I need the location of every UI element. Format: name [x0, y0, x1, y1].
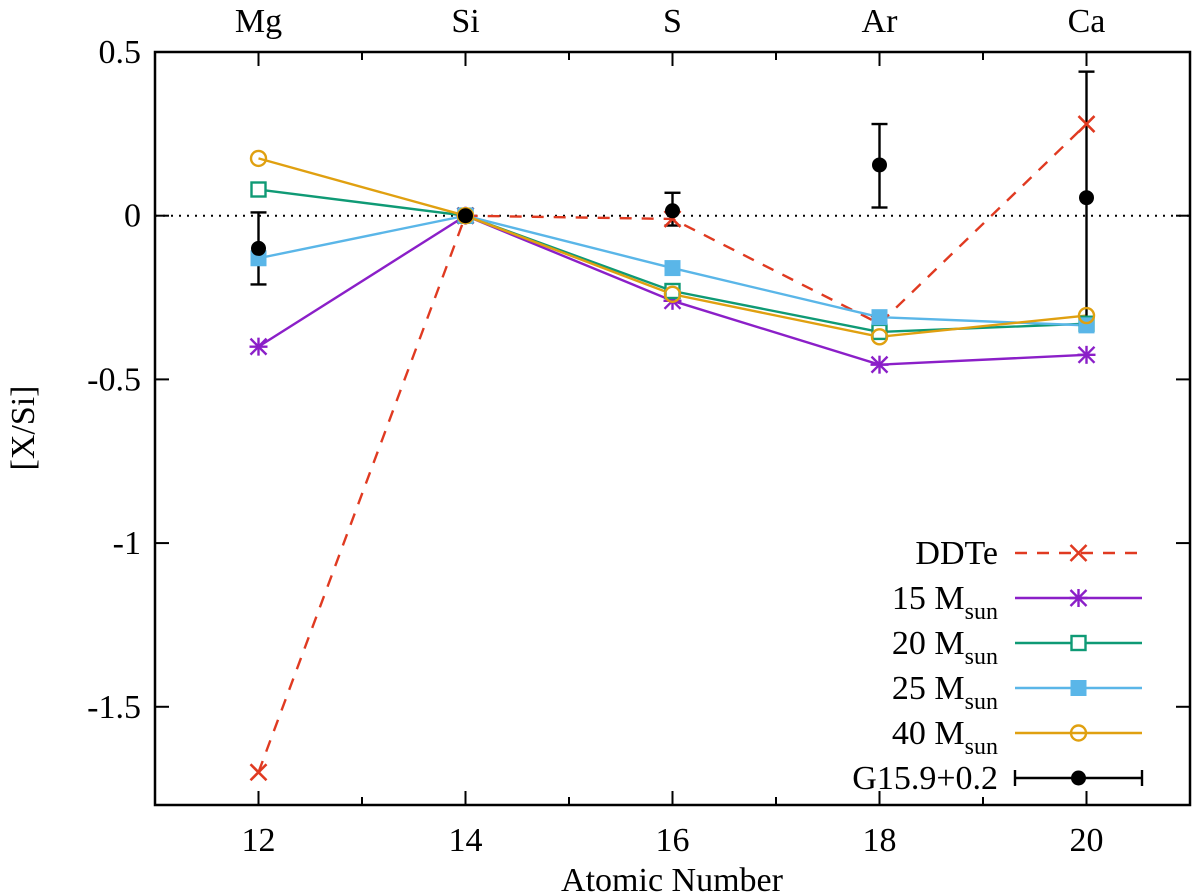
legend-40-msun-label-main: 40 M: [892, 715, 965, 752]
series-40-msun-point-shape: [870, 328, 889, 346]
x-tick-label: 20: [1070, 822, 1104, 859]
y-tick-label: 0.5: [99, 34, 142, 71]
series-ddte-point: [1077, 115, 1096, 133]
series-g15-9-0-2-point-shape: [251, 240, 266, 256]
legend-ddte-label-main: DDTe: [915, 535, 998, 572]
y-tick-label: 0: [124, 198, 141, 235]
legend-15-msun-label-sub: sun: [965, 599, 998, 625]
legend-ddte-sample-marker-stroke: [1069, 544, 1088, 562]
series-25-msun-point-shape: [664, 260, 681, 277]
top-element-label-si: Si: [451, 3, 479, 40]
series-ddte-point-stroke: [249, 763, 268, 782]
legend-25-msun-sample-marker-shape: [1070, 680, 1087, 696]
legend-25-msun-label-main: 25 M: [892, 670, 965, 707]
plot-frame: [153, 50, 1192, 807]
x-tick-label: 14: [449, 822, 483, 859]
series-15-msun-point: [1077, 345, 1096, 364]
legend-20-msun-entry: 20 Msun: [892, 625, 1142, 670]
series-40-msun-point-shape: [249, 149, 268, 168]
legend-15-msun-label: 15 Msun: [892, 580, 998, 625]
series-40-msun-line: [258, 157, 1087, 339]
series-40-msun-point: [1077, 306, 1096, 325]
x-tick-label: 16: [656, 822, 690, 859]
series-15-msun-point: [249, 337, 268, 356]
series-40-msun-point: [249, 149, 268, 168]
legend-25-msun-label-sub: sun: [965, 689, 998, 715]
legend-g15-9-0-2-label-main: G15.9+0.2: [852, 760, 998, 797]
top-element-label-mg: Mg: [235, 3, 282, 40]
y-tick-label: -0.5: [87, 361, 141, 398]
series-15-msun-point: [870, 355, 889, 374]
series-40-msun-point: [663, 285, 682, 303]
series-g15-9-0-2-point-shape: [458, 208, 473, 224]
series-g15-9-0-2-point: [1079, 190, 1094, 206]
legend-ddte-label: DDTe: [915, 535, 998, 572]
top-element-label-ca: Ca: [1068, 3, 1106, 40]
legend-ddte-sample-marker: [1069, 544, 1088, 562]
series-ddte-point-stroke: [1077, 115, 1096, 133]
legend-40-msun-label: 40 Msun: [892, 715, 998, 760]
legend-25-msun-sample-marker: [1070, 680, 1087, 696]
legend-20-msun-label: 20 Msun: [892, 625, 998, 670]
series-g15-9-0-2-point: [872, 157, 887, 173]
series-g15-9-0-2-point-shape: [665, 203, 680, 219]
legend-15-msun-label-main: 15 M: [892, 580, 965, 617]
x-axis-title: Atomic Number: [561, 862, 784, 895]
x-tick-label: 12: [242, 822, 276, 859]
y-tick-label: -1: [113, 525, 141, 562]
series-ddte-point: [249, 763, 268, 782]
series-g15-9-0-2-point: [665, 203, 680, 219]
legend-20-msun-label-sub: sun: [965, 644, 998, 670]
series-25-msun-point-shape: [871, 309, 888, 326]
legend-g15-9-0-2-label: G15.9+0.2: [852, 760, 998, 797]
legend-40-msun-entry: 40 Msun: [892, 715, 1142, 760]
legend-40-msun-sample-marker: [1069, 724, 1088, 742]
top-element-label-ar: Ar: [862, 3, 899, 40]
legend-g15-9-0-2-sample-marker-shape: [1071, 770, 1086, 786]
series-g15-9-0-2-point: [251, 240, 266, 256]
legend-15-msun-sample-marker: [1069, 589, 1088, 607]
series-20-msun-point: [250, 181, 267, 198]
series-20-msun-point-shape: [250, 181, 267, 198]
axis-ticks: [154, 51, 1191, 805]
legend-40-msun-sample-marker-shape: [1069, 724, 1088, 742]
series-40-msun-point: [870, 328, 889, 346]
series-g15-9-0-2-point-shape: [1079, 190, 1094, 206]
legend-ddte-entry: DDTe: [915, 535, 1142, 572]
y-tick-label: -1.5: [87, 689, 141, 726]
top-element-label-s: S: [663, 3, 682, 40]
series-g15-9-0-2-point: [458, 208, 473, 224]
x-tick-label: 18: [863, 822, 897, 859]
series-markers: [249, 115, 1096, 782]
legend-15-msun-entry: 15 Msun: [892, 580, 1142, 625]
legend-g15-9-0-2-entry: G15.9+0.2: [852, 760, 1144, 797]
series-g15-9-0-2-point-shape: [872, 157, 887, 173]
y-axis-title: [X/Si]: [5, 386, 42, 471]
legend-20-msun-label-main: 20 M: [892, 625, 965, 662]
tick-labels: 12 14 16 18 20 0.5 0 -0.5 -1 -1.5 Mg Si S Ar Ca: [87, 3, 1105, 859]
series-40-msun-point-shape: [1077, 306, 1096, 325]
legend-40-msun-label-sub: sun: [965, 734, 998, 760]
legend-25-msun-entry: 25 Msun: [892, 670, 1142, 715]
legend-25-msun-label: 25 Msun: [892, 670, 998, 715]
series-25-msun-point: [871, 309, 888, 326]
legend-20-msun-sample-marker-shape: [1070, 634, 1087, 652]
legend-g15-9-0-2-sample-marker: [1071, 770, 1086, 786]
series-25-msun-point: [664, 260, 681, 277]
series-40-msun-point-shape: [663, 285, 682, 303]
legend-20-msun-sample-marker: [1070, 634, 1087, 652]
